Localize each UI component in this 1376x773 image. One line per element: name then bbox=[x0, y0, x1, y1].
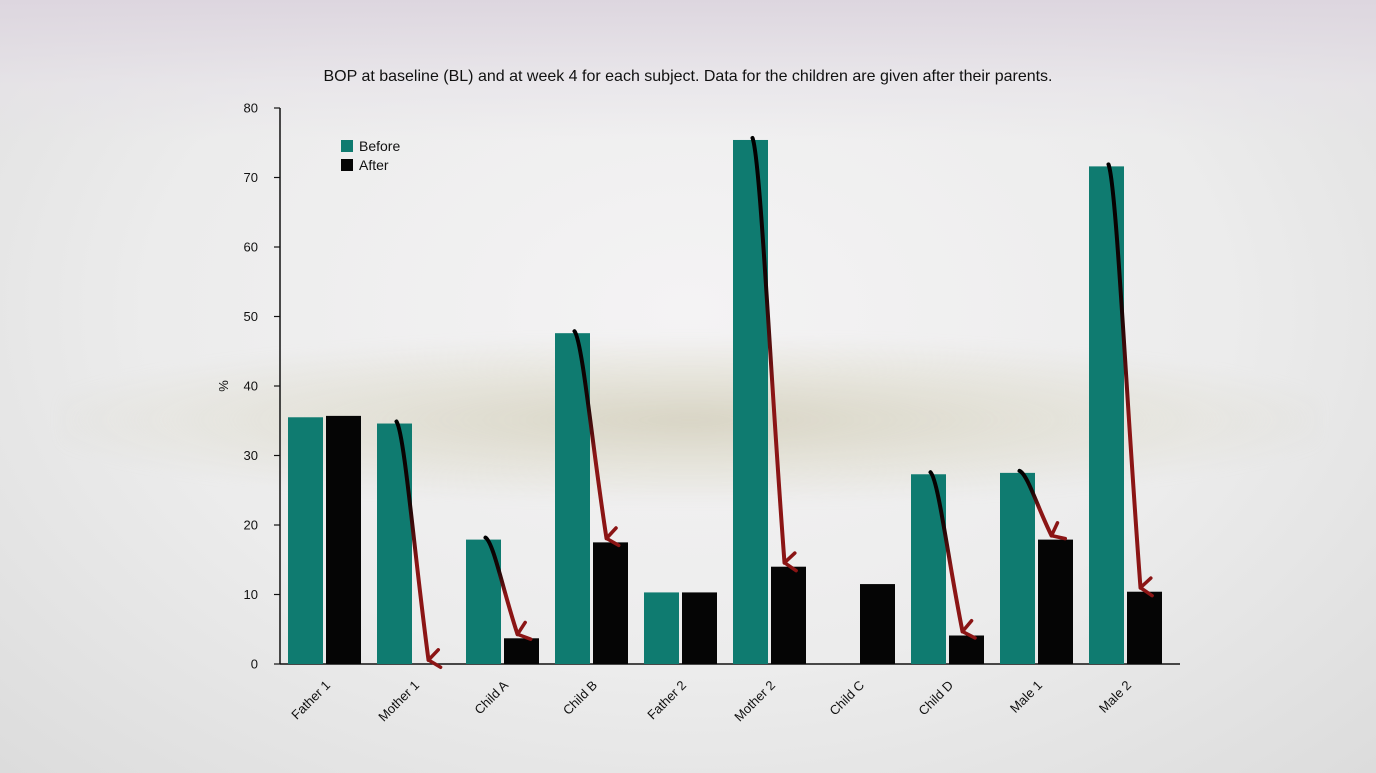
bar-before bbox=[377, 423, 412, 664]
x-tick-label: Male 2 bbox=[1096, 678, 1134, 716]
x-tick-label: Father 1 bbox=[288, 678, 333, 723]
bar-after bbox=[1127, 591, 1162, 664]
bar-after bbox=[682, 592, 717, 664]
y-tick-label: 10 bbox=[244, 587, 258, 602]
y-tick-label: 40 bbox=[244, 379, 258, 394]
y-tick-label: 30 bbox=[244, 448, 258, 463]
change-arrows bbox=[394, 135, 1154, 670]
bar-after bbox=[593, 542, 628, 664]
x-tick-label: Child D bbox=[915, 678, 956, 719]
x-tick-label: Child A bbox=[471, 677, 511, 717]
legend-swatch bbox=[341, 140, 353, 152]
bar-after bbox=[504, 638, 539, 664]
legend-label: After bbox=[359, 157, 389, 173]
x-tick-label: Child C bbox=[826, 678, 867, 719]
change-arrow bbox=[928, 470, 977, 640]
legend-swatch bbox=[341, 159, 353, 171]
chart-title: BOP at baseline (BL) and at week 4 for e… bbox=[323, 68, 1053, 85]
change-arrow bbox=[572, 329, 621, 548]
legend: Before After bbox=[341, 138, 400, 173]
x-tick-label: Male 1 bbox=[1007, 678, 1045, 716]
bar-before bbox=[1000, 472, 1035, 664]
y-tick-label: 0 bbox=[251, 657, 258, 672]
bar-before bbox=[644, 592, 679, 664]
y-tick-label: 80 bbox=[244, 101, 258, 116]
y-axis-label: % bbox=[216, 380, 231, 392]
change-arrow bbox=[483, 535, 533, 641]
y-tick-label: 50 bbox=[244, 309, 258, 324]
y-tick-label: 60 bbox=[244, 240, 258, 255]
change-arrow bbox=[394, 419, 443, 670]
y-tick-label: 20 bbox=[244, 518, 258, 533]
x-tick-label: Mother 1 bbox=[375, 678, 422, 725]
legend-label: Before bbox=[359, 138, 400, 154]
bar-after bbox=[771, 566, 806, 664]
bar-before bbox=[288, 417, 323, 664]
change-arrow bbox=[750, 135, 798, 573]
bar-after bbox=[1038, 539, 1073, 664]
x-tick-label: Mother 2 bbox=[731, 678, 778, 725]
bars bbox=[288, 139, 1162, 665]
x-tick-label: Child B bbox=[560, 678, 600, 718]
change-arrow bbox=[1017, 468, 1068, 541]
change-arrow bbox=[1106, 162, 1154, 598]
bar-after bbox=[860, 584, 895, 664]
y-tick-label: 70 bbox=[244, 170, 258, 185]
x-tick-label: Father 2 bbox=[644, 678, 689, 723]
bar-after bbox=[326, 415, 361, 664]
bar-after bbox=[949, 635, 984, 664]
